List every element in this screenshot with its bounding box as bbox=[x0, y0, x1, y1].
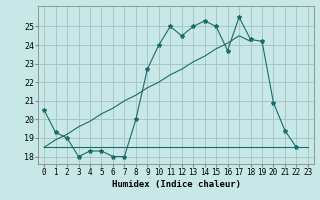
X-axis label: Humidex (Indice chaleur): Humidex (Indice chaleur) bbox=[111, 180, 241, 189]
